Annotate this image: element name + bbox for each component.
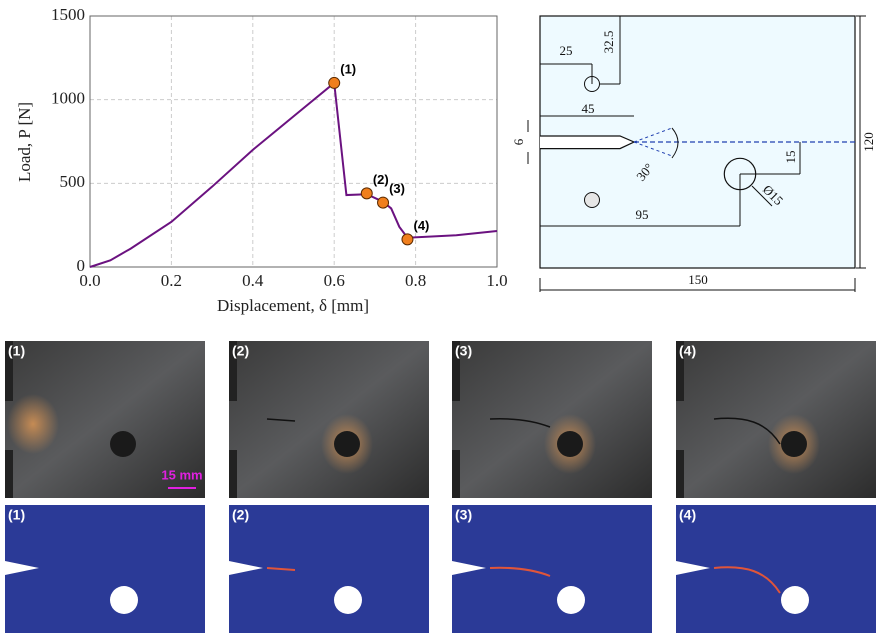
hole bbox=[781, 431, 807, 457]
x-tick-label: 0.0 bbox=[79, 271, 100, 290]
dic-image bbox=[229, 341, 429, 498]
dimension-label: 120 bbox=[861, 132, 876, 152]
simulation-image bbox=[676, 505, 876, 633]
panel-label: (4) bbox=[679, 343, 696, 359]
load-curve bbox=[90, 83, 497, 267]
panel-label: (2) bbox=[232, 343, 249, 359]
dimension-label: 15 bbox=[783, 151, 798, 164]
load-point bbox=[361, 188, 372, 199]
x-tick-label: 0.8 bbox=[405, 271, 426, 290]
dic-image bbox=[676, 341, 876, 498]
result-panel: (3) (3) bbox=[452, 341, 652, 633]
simulation-image bbox=[452, 505, 652, 633]
dimension-label: 6 bbox=[511, 138, 526, 145]
x-tick-label: 0.2 bbox=[161, 271, 182, 290]
dimension-label: 150 bbox=[688, 272, 708, 287]
dimension-label: 95 bbox=[636, 207, 649, 222]
load-point bbox=[402, 234, 413, 245]
panel-label: (2) bbox=[232, 507, 249, 523]
point-label: (2) bbox=[373, 172, 389, 187]
dimension-label: 25 bbox=[560, 43, 573, 58]
point-label: (3) bbox=[389, 181, 405, 196]
grip bbox=[5, 450, 13, 498]
panel-label: (1) bbox=[8, 343, 25, 359]
panel-label: (4) bbox=[679, 507, 696, 523]
y-tick-label: 1000 bbox=[51, 89, 85, 108]
result-panel: (2) (2) bbox=[229, 341, 429, 633]
simulation-image bbox=[5, 505, 205, 633]
dic-image bbox=[452, 341, 652, 498]
x-axis-label: Displacement, δ [mm] bbox=[217, 296, 369, 315]
x-tick-label: 1.0 bbox=[486, 271, 507, 290]
hole bbox=[781, 586, 809, 614]
dimension-label: 45 bbox=[582, 101, 595, 116]
figure: Displacement, δ [mm] Load, P [N] 25 32.5… bbox=[0, 0, 876, 634]
y-axis-label: Load, P [N] bbox=[15, 102, 34, 182]
point-label: (1) bbox=[340, 61, 356, 76]
hole bbox=[334, 586, 362, 614]
x-tick-label: 0.6 bbox=[324, 271, 345, 290]
point-label: (4) bbox=[414, 218, 430, 233]
plot-frame bbox=[90, 16, 497, 267]
grip bbox=[229, 450, 237, 498]
hole bbox=[557, 586, 585, 614]
panel-label: (1) bbox=[8, 507, 25, 523]
dimension-label: 32.5 bbox=[601, 31, 616, 54]
grip bbox=[676, 450, 684, 498]
hole bbox=[110, 586, 138, 614]
hole bbox=[334, 431, 360, 457]
panel-label: (3) bbox=[455, 507, 472, 523]
hole bbox=[557, 431, 583, 457]
scale-bar-label: 15 mm bbox=[161, 467, 202, 482]
load-point bbox=[329, 77, 340, 88]
specimen-diagram: 25 32.5 45 6 30° 15 Ø15 95 120 150 bbox=[511, 16, 876, 292]
load-point bbox=[378, 197, 389, 208]
x-tick-label: 0.4 bbox=[242, 271, 264, 290]
panel-label: (3) bbox=[455, 343, 472, 359]
result-panel: (4) (4) bbox=[676, 341, 876, 633]
strain-glow bbox=[7, 394, 59, 454]
y-tick-label: 1500 bbox=[51, 5, 85, 24]
hole bbox=[110, 431, 136, 457]
simulation-image bbox=[229, 505, 429, 633]
y-tick-label: 500 bbox=[60, 172, 86, 191]
grip bbox=[452, 450, 460, 498]
